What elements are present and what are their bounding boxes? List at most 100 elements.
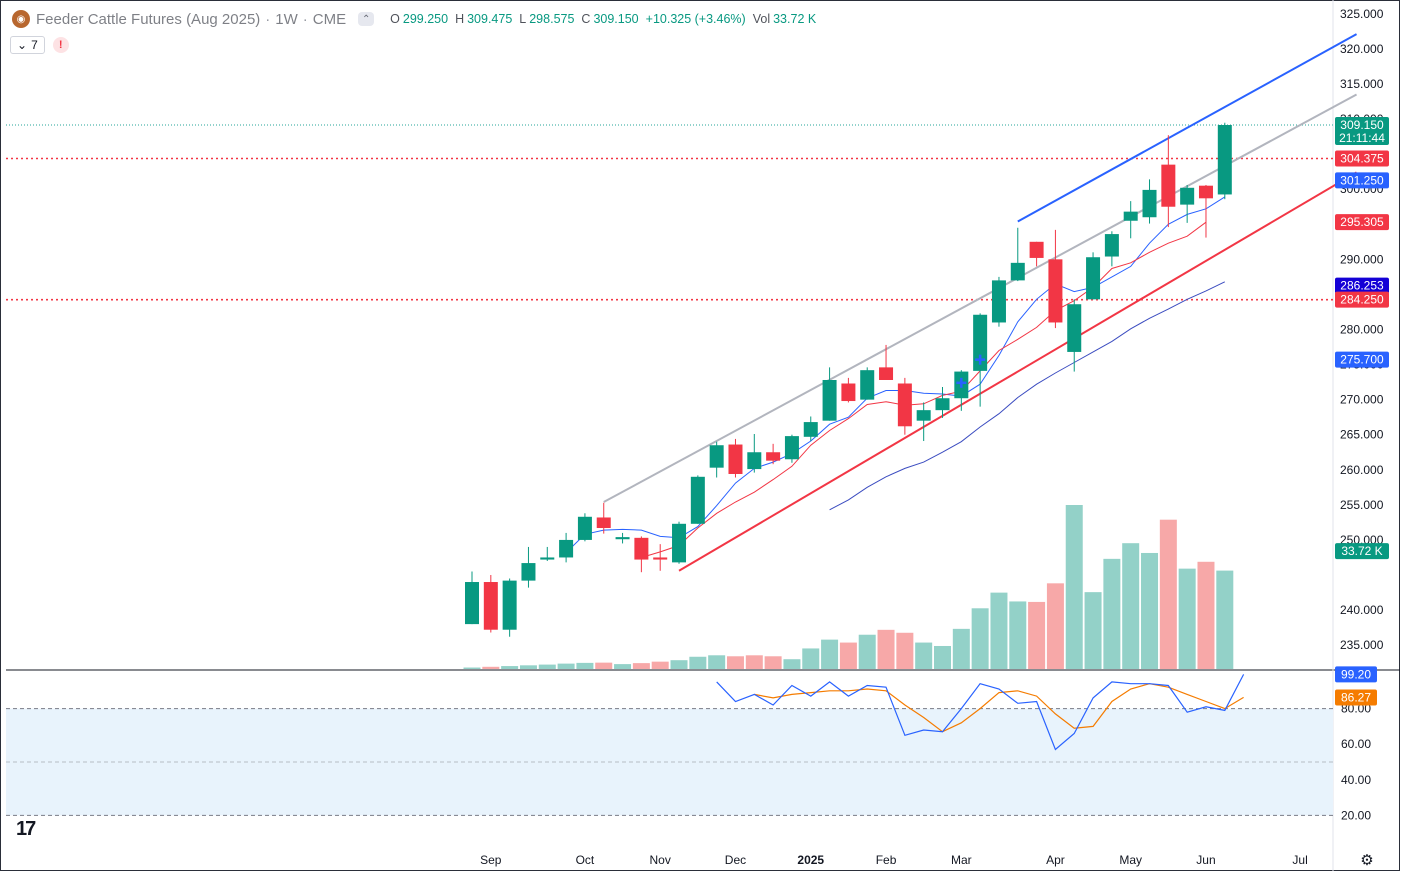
volume-bar <box>689 656 707 669</box>
volume-bar <box>764 656 782 669</box>
candle-body <box>784 436 799 460</box>
volume-bar <box>915 642 933 669</box>
candle <box>860 367 875 400</box>
candle-body <box>1010 262 1025 281</box>
close-value: 309.150 <box>593 12 639 26</box>
price-label-bg <box>1335 172 1389 189</box>
stoch-label-text: 86.27 <box>1341 690 1371 704</box>
candle-body <box>709 445 724 468</box>
stoch-tick-label: 40.00 <box>1341 773 1371 787</box>
volume-bar <box>952 628 970 669</box>
candle <box>1123 201 1138 239</box>
price-label-bg <box>1335 543 1389 560</box>
markers <box>956 354 986 388</box>
volume-bar <box>1178 568 1196 669</box>
candle <box>954 370 969 411</box>
price-tick-label: 240.000 <box>1340 603 1384 617</box>
candle <box>502 578 517 637</box>
price-tick-label: 270.000 <box>1340 393 1384 407</box>
candle <box>540 546 555 561</box>
tradingview-logo-icon: 17 <box>16 818 36 840</box>
candle-body <box>1161 164 1176 207</box>
volume-bar <box>1141 552 1159 669</box>
volume-bar <box>821 639 839 669</box>
interval[interactable]: 1W <box>275 10 298 28</box>
candle <box>728 438 743 478</box>
candle <box>766 443 781 465</box>
time-tick-label: Jul <box>1292 853 1307 867</box>
candle <box>634 536 649 573</box>
open-value: 299.250 <box>402 12 449 26</box>
volume-bar <box>519 665 537 669</box>
candle-body <box>559 539 574 558</box>
price-tick-label: 260.000 <box>1340 463 1384 477</box>
time-tick-label: Apr <box>1046 853 1065 867</box>
candle-body <box>728 444 743 474</box>
candle-body <box>1180 187 1195 205</box>
trendline-gray <box>603 93 1358 503</box>
volume-bar <box>745 655 763 669</box>
candle-body <box>991 280 1006 323</box>
candle <box>1104 231 1119 267</box>
stoch-value-label: 99.20 <box>1335 666 1377 683</box>
candle-body <box>615 537 630 540</box>
candle <box>1198 184 1213 238</box>
candle-body <box>766 452 781 461</box>
indicator-lines <box>565 33 1358 572</box>
candle <box>653 544 668 571</box>
candle <box>1010 227 1025 282</box>
time-tick-label: Feb <box>876 853 897 867</box>
time-tick-label: Mar <box>951 853 972 867</box>
volume-bar <box>1197 561 1215 669</box>
symbol-title[interactable]: Feeder Cattle Futures (Aug 2025) <box>36 10 261 28</box>
price-label: 286.253 <box>1335 277 1389 294</box>
cross-marker <box>975 354 986 365</box>
candle-body <box>1217 125 1232 195</box>
candle <box>879 344 894 380</box>
candle-body <box>690 476 705 524</box>
price-label: 33.72 K <box>1335 543 1389 560</box>
candle-body <box>465 582 479 625</box>
volume-bar <box>501 666 519 669</box>
stoch-label-text: 99.20 <box>1341 667 1371 681</box>
candle-body <box>973 314 988 371</box>
high-value: 309.475 <box>467 12 513 26</box>
stoch-value-label: 86.27 <box>1335 689 1377 706</box>
separator: · <box>302 10 308 28</box>
low-value: 298.575 <box>529 12 575 26</box>
candle <box>1029 241 1044 267</box>
candle-body <box>1029 241 1044 258</box>
moving-average-red <box>641 221 1207 558</box>
candle <box>1067 299 1082 372</box>
price-label: 301.250 <box>1335 172 1389 189</box>
price-tick-label: 255.000 <box>1340 498 1384 512</box>
candle <box>1048 229 1063 329</box>
volume-bar <box>1103 558 1121 669</box>
price-label: 275.700 <box>1335 351 1389 368</box>
price-label: 295.305 <box>1335 214 1389 231</box>
candle-body <box>822 379 837 421</box>
candle-body <box>841 383 856 402</box>
stoch-label-bg <box>1335 689 1377 706</box>
price-label: 284.250 <box>1335 291 1389 308</box>
warning-icon[interactable]: ! <box>52 37 69 53</box>
candle-body <box>1198 185 1213 199</box>
trendline-red <box>678 171 1358 572</box>
candle <box>1161 135 1176 228</box>
chevron-down-icon: ⌄ <box>17 38 28 52</box>
exchange: CME <box>312 10 347 28</box>
volume-bar <box>1065 505 1083 669</box>
volume-value: 33.72 K <box>773 12 817 26</box>
candle-body <box>483 582 498 630</box>
price-label-text: 309.150 <box>1340 118 1384 132</box>
stoch-k-line <box>716 674 1245 751</box>
chevron-up-icon[interactable]: ⌃ <box>358 12 375 26</box>
candle-body <box>502 580 517 630</box>
candle <box>822 367 837 421</box>
indicators-toggle[interactable]: ⌄ 7 <box>10 36 45 54</box>
candle-body <box>1067 304 1082 352</box>
price-tick-label: 235.000 <box>1340 638 1384 652</box>
candle <box>897 377 912 435</box>
